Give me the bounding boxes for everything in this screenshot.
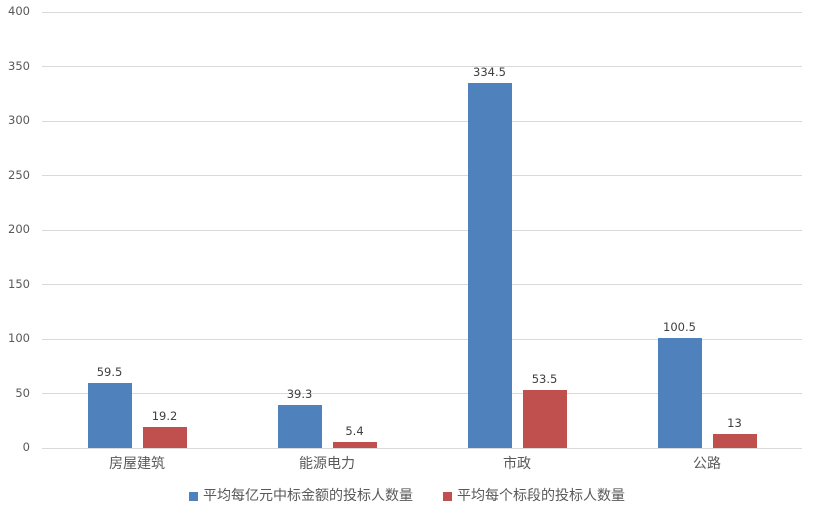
data-label: 100.5 bbox=[663, 320, 696, 335]
data-label: 334.5 bbox=[473, 65, 506, 80]
legend-swatch-icon bbox=[189, 492, 198, 501]
data-label: 5.4 bbox=[345, 424, 364, 439]
data-label: 13 bbox=[727, 415, 742, 430]
bar-series1-市政 bbox=[467, 83, 512, 448]
gridline-y-250 bbox=[42, 175, 802, 176]
gridline-y-50 bbox=[42, 393, 802, 394]
y-axis-tick-label: 400 bbox=[8, 4, 30, 18]
legend-label: 平均每个标段的投标人数量 bbox=[457, 488, 625, 504]
bar-series2-市政 bbox=[522, 389, 567, 448]
gridline-y-0 bbox=[42, 447, 802, 449]
bar-series2-公路 bbox=[712, 433, 757, 448]
y-axis-tick-label: 50 bbox=[15, 385, 30, 400]
x-axis-category-label: 市政 bbox=[503, 456, 531, 472]
y-axis-tick-label: 200 bbox=[8, 222, 30, 236]
legend-label: 平均每亿元中标金额的投标人数量 bbox=[203, 488, 413, 504]
x-axis-category-label: 房屋建筑 bbox=[109, 456, 165, 472]
x-axis-category-label: 公路 bbox=[693, 456, 721, 472]
gridline-y-350 bbox=[42, 66, 802, 67]
gridline-y-150 bbox=[42, 284, 802, 285]
data-label: 39.3 bbox=[286, 387, 313, 402]
gridline-y-200 bbox=[42, 229, 802, 231]
bar-series2-能源电力 bbox=[332, 442, 377, 448]
y-axis-tick-label: 100 bbox=[8, 331, 30, 345]
data-label: 19.2 bbox=[151, 409, 178, 424]
bar-series1-能源电力 bbox=[277, 405, 322, 448]
data-label: 53.5 bbox=[531, 371, 558, 386]
y-axis-tick-label: 0 bbox=[22, 440, 30, 454]
gridline-y-300 bbox=[42, 120, 802, 122]
gridline-y-400 bbox=[42, 11, 802, 13]
legend: 平均每亿元中标金额的投标人数量 平均每个标段的投标人数量 bbox=[0, 488, 814, 505]
bar-series1-房屋建筑 bbox=[87, 383, 132, 448]
legend-item-series2: 平均每个标段的投标人数量 bbox=[443, 488, 625, 505]
bar-series1-公路 bbox=[657, 338, 702, 448]
data-label: 59.5 bbox=[96, 365, 123, 380]
gridline-y-100 bbox=[42, 338, 802, 340]
x-axis-category-label: 能源电力 bbox=[299, 456, 355, 472]
y-axis-tick-label: 150 bbox=[8, 276, 30, 291]
legend-swatch-icon bbox=[443, 492, 452, 501]
y-axis-tick-label: 300 bbox=[8, 113, 30, 127]
bar-series2-房屋建筑 bbox=[142, 427, 187, 448]
y-axis-tick-label: 250 bbox=[8, 167, 30, 182]
legend-item-series1: 平均每亿元中标金额的投标人数量 bbox=[189, 488, 413, 505]
y-axis-tick-label: 350 bbox=[8, 58, 30, 73]
